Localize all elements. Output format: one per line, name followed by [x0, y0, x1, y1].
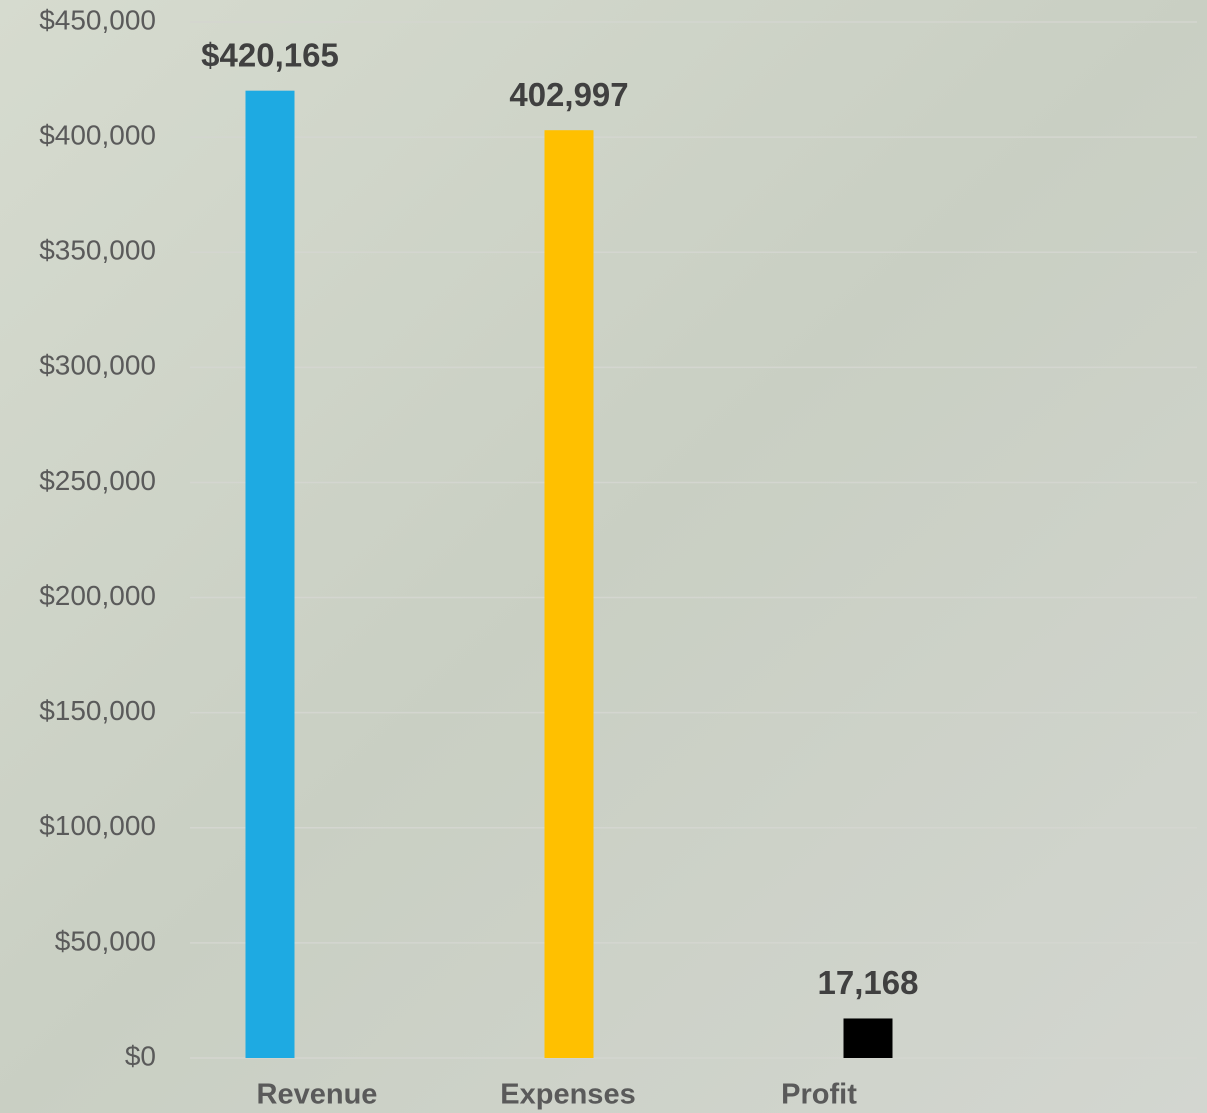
y-tick-label: $300,000 — [39, 350, 156, 381]
y-tick-label: $50,000 — [55, 925, 156, 956]
value-label: 17,168 — [818, 964, 919, 1001]
y-tick-label: $450,000 — [39, 4, 156, 35]
bar — [843, 1018, 893, 1058]
y-tick-label: $200,000 — [39, 580, 156, 611]
y-tick-label: $150,000 — [39, 695, 156, 726]
y-tick-label: $400,000 — [39, 120, 156, 151]
x-tick-label: Expenses — [500, 1079, 635, 1111]
x-tick-label: Profit — [781, 1079, 857, 1111]
y-tick-label: $100,000 — [39, 810, 156, 841]
y-tick-label: $250,000 — [39, 465, 156, 496]
value-label: $420,165 — [201, 36, 339, 73]
y-tick-label: $0 — [125, 1040, 156, 1071]
value-label: 402,997 — [509, 76, 628, 113]
bar — [544, 130, 594, 1058]
x-tick-label: Revenue — [257, 1079, 378, 1111]
bar — [245, 90, 295, 1059]
y-tick-label: $350,000 — [39, 235, 156, 266]
